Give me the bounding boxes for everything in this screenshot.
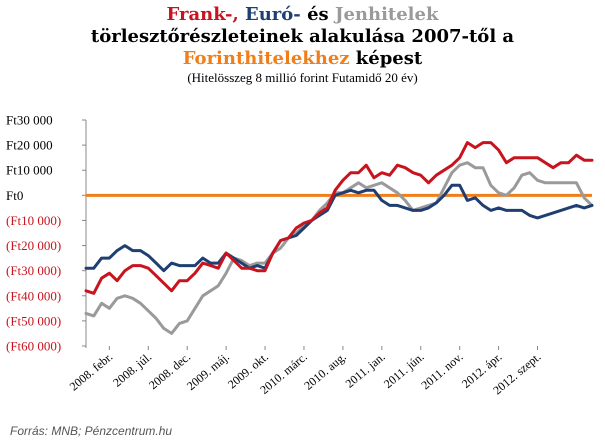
chart-title-line-3: Forinthitelekhez képest bbox=[0, 48, 605, 70]
series-frank-line bbox=[84, 141, 594, 295]
title-jen: Jenhitelek bbox=[334, 4, 439, 25]
y-tick-label: (Ft10 000) bbox=[6, 213, 61, 228]
x-tick-label: 2009. máj. bbox=[184, 350, 232, 394]
y-tick-label: Ft30 000 bbox=[6, 113, 53, 128]
title-euro: Euró- bbox=[245, 4, 301, 25]
x-tick-label: 2011. nov. bbox=[418, 350, 465, 393]
x-tick-label: 2008. febr. bbox=[67, 350, 116, 394]
x-tick-label: 2011. jan. bbox=[343, 350, 388, 391]
y-tick-label: Ft20 000 bbox=[6, 138, 53, 153]
chart-title-line-2: törlesztőrészleteinek alakulása 2007-től… bbox=[90, 26, 515, 47]
x-tick-label: 2011. jún. bbox=[381, 350, 427, 392]
y-tick-label: (Ft20 000) bbox=[6, 238, 61, 253]
y-tick-label: (Ft60 000) bbox=[6, 339, 61, 354]
y-tick-label: (Ft40 000) bbox=[6, 288, 61, 303]
title-forint: Forinthitelekhez bbox=[182, 48, 350, 69]
y-tick-label: Ft0 bbox=[6, 188, 23, 203]
source-note: Forrás: MNB; Pénzcentrum.hu bbox=[10, 424, 173, 438]
chart-title-block: Frank-, Euró- és Jenhitelek törlesztőrés… bbox=[0, 4, 605, 86]
y-tick-label: (Ft30 000) bbox=[6, 263, 61, 278]
x-tick-label: 2010. aug. bbox=[301, 350, 349, 393]
title-es: és bbox=[307, 4, 329, 25]
series-euro-line bbox=[84, 183, 594, 273]
title-line3-rest: képest bbox=[355, 48, 423, 69]
y-tick-label: Ft10 000 bbox=[6, 163, 53, 178]
chart-subtitle: (Hitelösszeg 8 millió forint Futamidő 20… bbox=[187, 70, 418, 85]
y-tick-label: (Ft50 000) bbox=[6, 313, 61, 328]
title-frank: Frank-, bbox=[166, 4, 239, 25]
series-jen-line bbox=[84, 161, 594, 335]
chart-title-line-1: Frank-, Euró- és Jenhitelek bbox=[0, 4, 605, 26]
